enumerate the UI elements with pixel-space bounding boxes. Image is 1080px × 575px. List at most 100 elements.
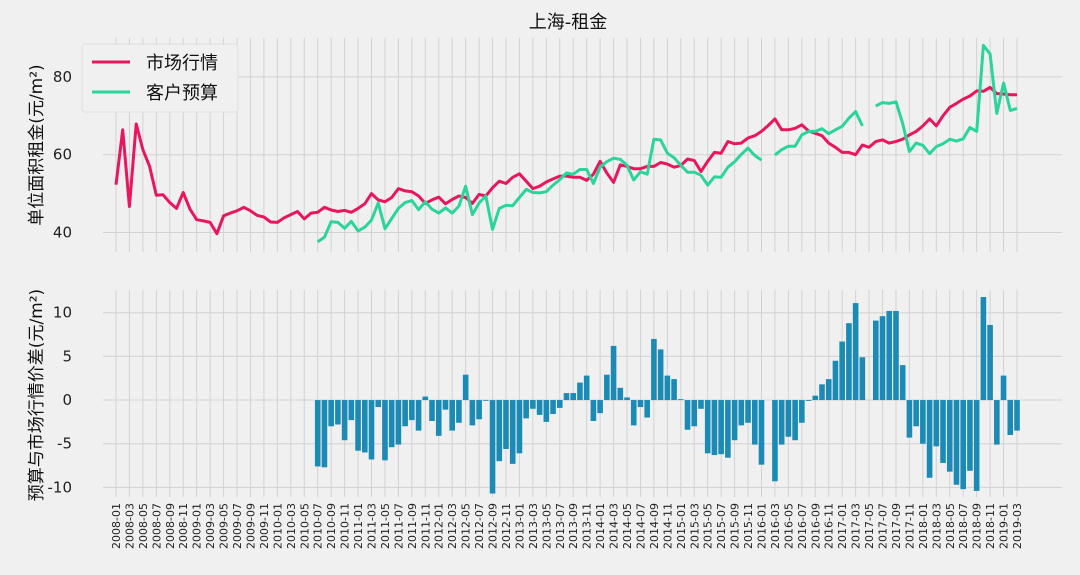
diff-bar	[395, 400, 402, 445]
x-tick-label: 2018-07	[957, 503, 970, 549]
diff-bar	[402, 400, 408, 427]
x-tick-label: 2011-09	[406, 503, 419, 549]
y-tick-label: -10	[48, 478, 73, 496]
diff-bar	[597, 400, 603, 414]
diff-bar	[698, 400, 704, 409]
x-tick-label: 2009-09	[244, 503, 257, 549]
diff-bar	[624, 397, 630, 401]
x-tick-label: 2013-01	[513, 503, 526, 549]
x-tick-label: 2012-03	[446, 503, 459, 549]
x-tick-label: 2014-07	[634, 503, 647, 549]
diff-bar	[368, 400, 375, 460]
x-tick-label: 2017-01	[836, 503, 849, 549]
diff-bar	[462, 374, 469, 401]
diff-bar	[328, 400, 334, 427]
x-tick-label: 2012-07	[473, 503, 486, 549]
y-tick-label: -5	[57, 435, 72, 453]
diff-bar	[415, 400, 422, 431]
x-tick-label: 2016-11	[823, 503, 836, 549]
diff-bar	[409, 400, 415, 421]
diff-bar	[503, 400, 509, 449]
rent-lines	[114, 43, 1018, 244]
diff-bar	[778, 400, 785, 445]
x-tick-label: 2011-05	[379, 503, 392, 549]
x-tick-label: 2015-05	[702, 503, 715, 549]
x-tick-label: 2017-09	[890, 503, 903, 549]
diff-bar	[590, 400, 597, 422]
x-tick-label: 2013-05	[540, 503, 553, 549]
x-tick-label: 2011-03	[366, 503, 379, 549]
diff-bar	[799, 400, 805, 423]
x-tick-label: 2018-03	[930, 503, 943, 549]
x-tick-label: 2009-05	[218, 503, 231, 549]
x-tick-label: 2009-07	[231, 503, 244, 549]
diff-bar	[530, 400, 536, 409]
x-tick-label: 2008-09	[164, 503, 177, 549]
diff-bar	[906, 400, 913, 438]
x-tick-label: 2016-09	[809, 503, 822, 549]
diff-bar	[388, 400, 395, 448]
diff-bar	[792, 400, 798, 441]
budget-line	[316, 43, 1018, 244]
diff-bar	[671, 379, 677, 401]
diff-bar	[375, 400, 382, 408]
x-tick-label: 2009-03	[204, 503, 217, 549]
diff-bar	[819, 384, 825, 401]
diff-bar	[644, 400, 650, 418]
diff-bar	[476, 400, 482, 420]
diff-bar	[335, 400, 341, 425]
x-tick-label: 2014-05	[621, 503, 634, 549]
x-tick-label: 2019-01	[998, 503, 1011, 549]
diff-bar	[617, 387, 624, 401]
top-y-axis-label: 单位面积租金(元/m²)	[27, 64, 47, 225]
x-tick-label: 2012-09	[487, 503, 500, 549]
diff-bar	[973, 400, 980, 491]
x-tick-label: 2016-05	[782, 503, 795, 549]
chart-title: 上海-租金	[529, 12, 608, 33]
diff-bar	[785, 400, 792, 437]
x-tick-label: 2010-01	[271, 503, 284, 549]
diff-bar	[994, 400, 1000, 445]
x-tick-label: 2010-05	[298, 503, 311, 549]
x-tick-label: 2008-01	[110, 503, 123, 549]
x-tick-label: 2010-09	[325, 503, 338, 549]
diff-bar	[422, 396, 429, 401]
diff-bar	[839, 341, 845, 401]
legend-label-budget: 客户预算	[146, 83, 218, 104]
diff-bar	[711, 400, 718, 456]
diff-bar	[960, 400, 967, 490]
diff-bar	[731, 400, 738, 441]
diff-bar	[1000, 375, 1007, 401]
x-tick-label: 2015-07	[715, 503, 728, 549]
legend-label-market: 市场行情	[146, 53, 218, 74]
diff-bar	[429, 400, 435, 422]
diff-bar	[805, 400, 812, 401]
diff-bar	[509, 400, 516, 464]
diff-bar	[691, 400, 698, 427]
diff-bar	[543, 400, 550, 422]
x-tick-label: 2011-11	[419, 503, 432, 549]
x-tick-label: 2015-03	[688, 503, 701, 549]
diff-bar	[536, 400, 543, 415]
diff-bar	[886, 310, 893, 401]
diff-bar	[664, 375, 671, 401]
diff-bar	[496, 400, 503, 462]
diff-bar	[718, 400, 724, 455]
x-tick-label: 2010-07	[312, 503, 325, 549]
x-tick-label: 2018-11	[984, 503, 997, 549]
x-tick-label: 2013-09	[567, 503, 580, 549]
y-tick-label: 5	[62, 347, 72, 365]
y-tick-label: 10	[53, 304, 72, 322]
legend: 市场行情 客户预算	[81, 43, 239, 113]
x-tick-label: 2013-11	[581, 503, 594, 549]
diff-bar	[987, 324, 993, 401]
diff-bar	[940, 400, 946, 463]
market-line	[114, 85, 1017, 236]
diff-bar	[678, 399, 684, 401]
diff-bar	[570, 393, 577, 401]
diff-bar	[953, 400, 960, 485]
diff-bar	[361, 400, 368, 453]
x-tick-label: 2008-07	[150, 503, 163, 549]
diff-bar	[657, 349, 664, 401]
